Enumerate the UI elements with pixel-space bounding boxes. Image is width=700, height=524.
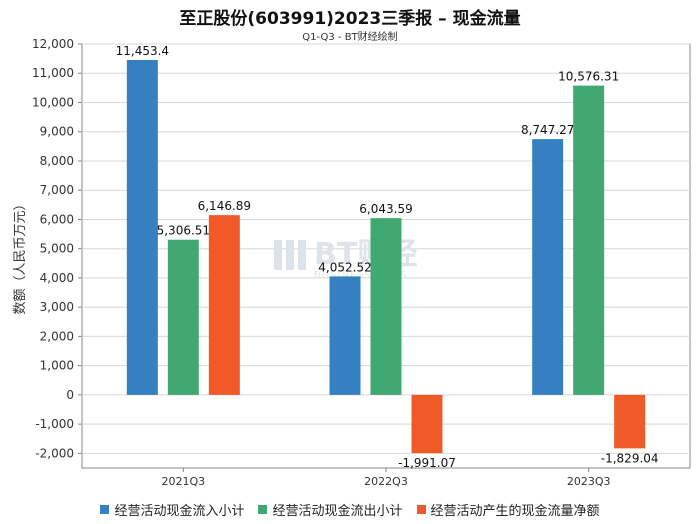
watermark-logo-bar [298,240,306,270]
x-tick-label: 2022Q3 [364,475,408,488]
bar-value-label: 6,146.89 [198,199,251,213]
bar [126,59,158,395]
bar [167,239,199,395]
bar-value-label: -1,829.04 [601,451,659,465]
y-axis-label: 数额（人民币万元） [13,197,28,314]
y-tick-label: 8,000 [40,154,74,168]
legend-item: 经营活动现金流出小计 [258,500,403,519]
x-tick-label: 2023Q3 [567,475,611,488]
y-tick-label: 0 [66,388,74,402]
y-tick-label: 11,000 [32,66,74,80]
y-tick-label: -2,000 [35,446,74,460]
bar-value-label: 10,576.31 [558,70,619,84]
legend-item: 经营活动产生的现金流量净额 [416,500,600,519]
legend-label: 经营活动现金流出小计 [272,504,403,519]
bar [370,218,402,395]
legend-swatch [100,505,110,514]
y-tick-label: 12,000 [32,37,74,51]
legend-swatch [258,505,268,514]
y-tick-label: -1,000 [35,417,74,431]
y-tick-label: 7,000 [40,183,74,197]
bar-value-label: 5,306.51 [157,224,210,238]
bar-value-label: 4,052.52 [318,260,371,274]
legend-label: 经营活动现金流入小计 [114,504,245,519]
y-tick-label: 1,000 [40,359,74,373]
chart-subtitle: Q1-Q3 - BT财经绘制 [302,32,398,43]
bar-value-label: -1,991.07 [398,456,456,470]
legend: 经营活动现金流入小计 经营活动现金流出小计 经营活动产生的现金流量净额 [0,500,700,519]
watermark-logo-bar [274,240,282,270]
bar-value-label: 6,043.59 [359,202,412,216]
bar-value-label: 11,453.4 [116,44,169,58]
legend-item: 经营活动现金流入小计 [100,500,244,519]
bar [614,394,646,449]
legend-label: 经营活动产生的现金流量净额 [430,504,600,519]
chart-title: 至正股份(603991)2023三季报 – 现金流量 [179,9,521,29]
y-tick-label: 10,000 [32,95,74,109]
watermark-sub: BUSINESSTIMES [314,270,407,281]
y-tick-label: 3,000 [40,300,74,314]
y-tick-label: 5,000 [40,242,74,256]
bar [532,139,564,395]
bar [329,276,361,395]
x-tick-label: 2021Q3 [162,475,206,488]
y-tick-label: 9,000 [40,125,74,139]
y-tick-label: 4,000 [40,271,74,285]
bar [208,215,240,395]
legend-swatch [416,505,426,514]
y-tick-label: 6,000 [40,212,74,226]
bar [573,85,605,395]
bar [411,394,443,454]
watermark-logo-bar [286,240,294,270]
bar-value-label: 8,747.27 [521,123,574,137]
y-tick-label: 2,000 [40,329,74,343]
